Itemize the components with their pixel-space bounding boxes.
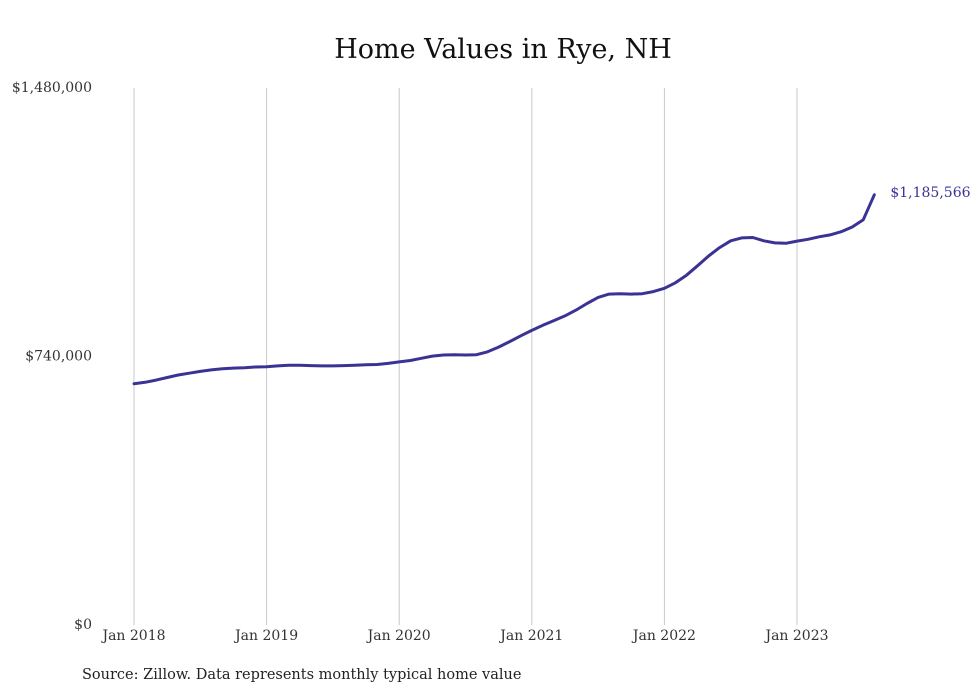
y-tick-label: $740,000 <box>25 349 92 365</box>
home-value-series-line <box>132 193 876 386</box>
x-tick-label: Jan 2022 <box>631 628 696 644</box>
y-tick-label: $0 <box>74 617 92 633</box>
x-tick-label: Jan 2021 <box>498 628 563 644</box>
series-layer <box>132 193 876 386</box>
vertical-gridlines <box>133 88 798 625</box>
x-tick-label: Jan 2019 <box>233 628 298 644</box>
source-note: Source: Zillow. Data represents monthly … <box>82 667 522 683</box>
x-tick-label: Jan 2023 <box>763 628 828 644</box>
y-tick-label: $1,480,000 <box>12 80 92 96</box>
x-tick-label: Jan 2020 <box>366 628 431 644</box>
end-value-label: $1,185,566 <box>890 185 970 201</box>
chart-title: Home Values in Rye, NH <box>334 34 672 65</box>
y-axis-tick-labels: $0 $740,000 $1,480,000 <box>12 80 92 633</box>
x-axis-tick-labels: Jan 2018 Jan 2019 Jan 2020 Jan 2021 Jan 2022… <box>100 628 828 644</box>
x-tick-label: Jan 2018 <box>100 628 165 644</box>
